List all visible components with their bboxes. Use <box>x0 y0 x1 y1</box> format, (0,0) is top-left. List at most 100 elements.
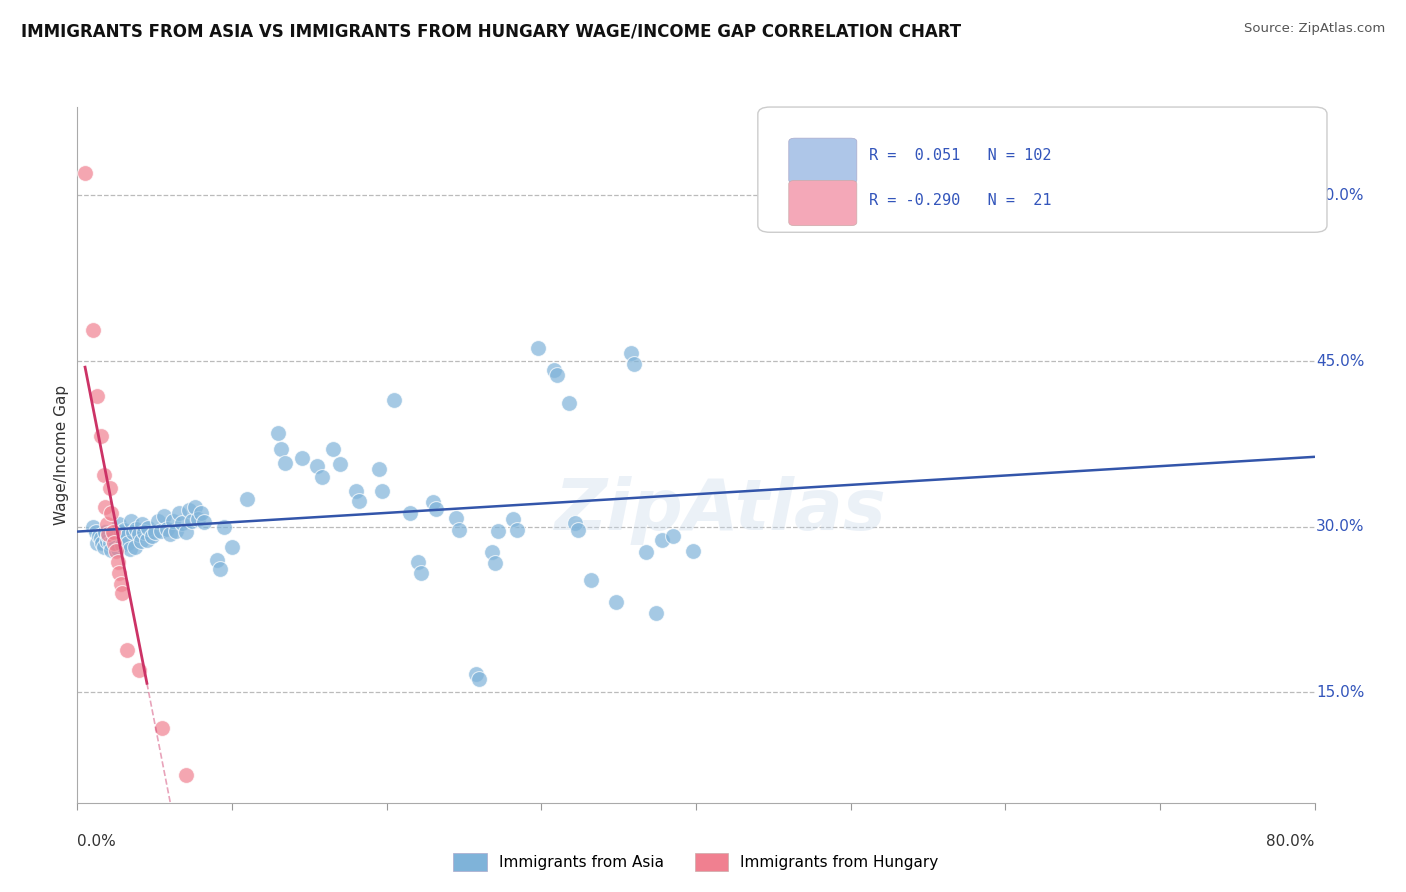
Point <box>100 507 122 521</box>
Point <box>93 540 115 554</box>
Point <box>156 522 179 536</box>
Point <box>579 573 602 587</box>
Y-axis label: Wage/Income Gap: Wage/Income Gap <box>53 384 69 525</box>
Point <box>162 514 184 528</box>
Point <box>101 533 124 547</box>
Point <box>107 541 129 556</box>
Point <box>449 523 471 537</box>
Point <box>344 484 367 499</box>
Point <box>87 528 110 542</box>
Text: IMMIGRANTS FROM ASIA VS IMMIGRANTS FROM HUNGARY WAGE/INCOME GAP CORRELATION CHAR: IMMIGRANTS FROM ASIA VS IMMIGRANTS FROM … <box>21 22 962 40</box>
Point <box>307 458 329 473</box>
Point <box>125 522 148 536</box>
Point <box>169 507 191 521</box>
Point <box>112 523 135 537</box>
Point <box>129 534 152 549</box>
Point <box>111 539 134 553</box>
Point <box>446 511 468 525</box>
FancyBboxPatch shape <box>758 107 1327 232</box>
Point <box>193 516 215 530</box>
Point <box>682 544 704 558</box>
Point <box>329 457 352 471</box>
Point <box>208 562 231 576</box>
Point <box>100 542 122 557</box>
Point <box>94 525 117 540</box>
Point <box>180 514 202 528</box>
Point <box>107 555 129 569</box>
Point <box>111 586 134 600</box>
Point <box>136 533 159 547</box>
Point <box>623 357 645 371</box>
Point <box>143 525 166 540</box>
Point <box>620 346 643 360</box>
Point <box>115 528 138 542</box>
Point <box>267 425 290 440</box>
Point <box>141 528 163 542</box>
Point <box>124 540 146 554</box>
Point <box>115 643 138 657</box>
Point <box>527 341 550 355</box>
Point <box>93 467 115 482</box>
Point <box>117 536 139 550</box>
Point <box>422 495 444 509</box>
Point <box>174 768 197 782</box>
Point <box>636 545 658 559</box>
Point <box>110 577 132 591</box>
Point <box>371 484 394 499</box>
Point <box>94 500 117 514</box>
Point <box>347 494 370 508</box>
Point <box>291 451 314 466</box>
Point <box>90 531 111 545</box>
Point <box>484 556 506 570</box>
Point <box>399 507 422 521</box>
Text: 60.0%: 60.0% <box>1316 188 1364 202</box>
Point <box>546 368 568 383</box>
Point <box>152 721 174 735</box>
Legend: Immigrants from Asia, Immigrants from Hungary: Immigrants from Asia, Immigrants from Hu… <box>446 846 946 879</box>
Point <box>543 363 565 377</box>
Text: 80.0%: 80.0% <box>1267 834 1315 849</box>
Text: 45.0%: 45.0% <box>1316 353 1364 368</box>
Text: 15.0%: 15.0% <box>1316 685 1364 700</box>
Point <box>270 442 292 457</box>
Point <box>128 527 150 541</box>
Point <box>481 545 503 559</box>
Point <box>128 663 150 677</box>
Point <box>651 533 673 547</box>
Point <box>96 534 118 549</box>
Point <box>662 528 685 542</box>
Point <box>273 456 295 470</box>
Point <box>90 429 111 443</box>
Point <box>174 525 197 540</box>
Point <box>105 544 127 558</box>
Point <box>368 462 391 476</box>
Point <box>382 392 406 407</box>
Point <box>644 606 666 620</box>
Point <box>567 523 589 537</box>
Text: ZipAtlas: ZipAtlas <box>555 476 887 545</box>
Point <box>221 540 243 554</box>
Point <box>214 519 236 533</box>
Point <box>122 525 145 540</box>
Point <box>146 514 169 528</box>
Point <box>131 517 153 532</box>
Point <box>96 517 118 532</box>
Point <box>98 481 121 495</box>
Point <box>82 519 104 533</box>
Point <box>322 442 344 457</box>
Point <box>486 524 509 538</box>
Point <box>236 492 259 507</box>
Point <box>190 507 212 521</box>
Point <box>103 525 125 540</box>
Point <box>558 396 581 410</box>
Point <box>97 527 120 541</box>
Point <box>311 470 333 484</box>
Point <box>121 514 143 528</box>
Point <box>110 525 132 540</box>
Point <box>409 566 432 580</box>
Text: 0.0%: 0.0% <box>77 834 117 849</box>
Point <box>138 521 160 535</box>
Point <box>187 512 209 526</box>
Point <box>149 524 172 538</box>
Point <box>465 666 488 681</box>
